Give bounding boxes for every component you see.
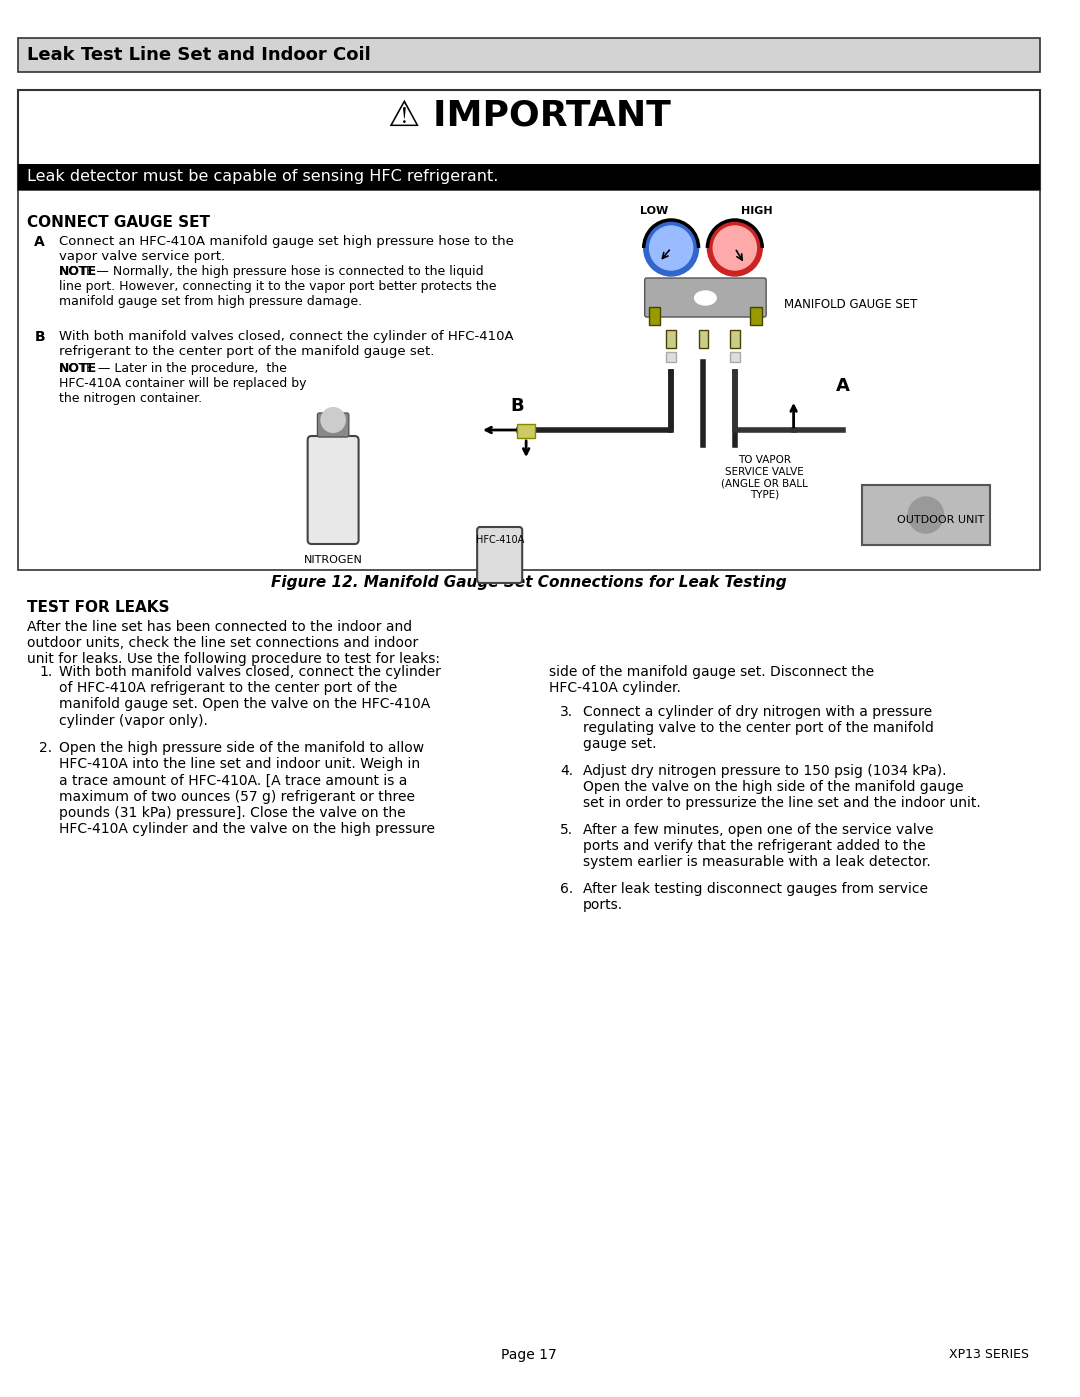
Text: ⚠ IMPORTANT: ⚠ IMPORTANT [388, 98, 671, 131]
Text: With both manifold valves closed, connect the cylinder
of HFC-410A refrigerant t: With both manifold valves closed, connec… [58, 665, 441, 728]
FancyBboxPatch shape [318, 414, 349, 437]
Text: After leak testing disconnect gauges from service
ports.: After leak testing disconnect gauges fro… [583, 882, 928, 912]
FancyBboxPatch shape [862, 485, 989, 545]
Circle shape [644, 219, 699, 277]
Text: CONNECT GAUGE SET: CONNECT GAUGE SET [27, 215, 211, 231]
Text: A: A [35, 235, 45, 249]
Text: NOTE: NOTE [58, 362, 97, 374]
Circle shape [322, 408, 345, 432]
FancyBboxPatch shape [17, 38, 1040, 73]
Text: NOTE: NOTE [58, 265, 97, 278]
Text: 6.: 6. [561, 882, 573, 895]
Text: 4.: 4. [561, 764, 573, 778]
Text: Leak Test Line Set and Indoor Coil: Leak Test Line Set and Indoor Coil [27, 46, 372, 64]
Text: 1.: 1. [39, 665, 53, 679]
FancyBboxPatch shape [666, 330, 676, 348]
Text: Connect a cylinder of dry nitrogen with a pressure
regulating valve to the cente: Connect a cylinder of dry nitrogen with … [583, 705, 934, 752]
FancyBboxPatch shape [645, 278, 766, 317]
FancyBboxPatch shape [730, 330, 740, 348]
FancyBboxPatch shape [477, 527, 523, 583]
Text: Page 17: Page 17 [501, 1348, 557, 1362]
Text: 3.: 3. [561, 705, 573, 719]
Text: XP13 SERIES: XP13 SERIES [948, 1348, 1029, 1362]
Text: TEST FOR LEAKS: TEST FOR LEAKS [27, 599, 170, 615]
Text: B: B [511, 397, 524, 415]
FancyBboxPatch shape [751, 307, 762, 326]
Text: Adjust dry nitrogen pressure to 150 psig (1034 kPa).
Open the valve on the high : Adjust dry nitrogen pressure to 150 psig… [583, 764, 981, 810]
Text: 5.: 5. [561, 823, 573, 837]
Text: Leak detector must be capable of sensing HFC refrigerant.: Leak detector must be capable of sensing… [27, 169, 499, 184]
Text: MANIFOLD GAUGE SET: MANIFOLD GAUGE SET [784, 299, 917, 312]
Text: side of the manifold gauge set. Disconnect the
HFC-410A cylinder.: side of the manifold gauge set. Disconne… [549, 665, 874, 696]
Text: A: A [836, 377, 850, 395]
Text: NITROGEN: NITROGEN [303, 555, 363, 564]
Text: After the line set has been connected to the indoor and
outdoor units, check the: After the line set has been connected to… [27, 620, 441, 666]
FancyBboxPatch shape [308, 436, 359, 543]
Text: Connect an HFC-410A manifold gauge set high pressure hose to the
vapor valve ser: Connect an HFC-410A manifold gauge set h… [58, 235, 514, 263]
Text: OUTDOOR UNIT: OUTDOOR UNIT [896, 515, 984, 525]
Text: 2.: 2. [39, 740, 52, 754]
Text: HIGH: HIGH [741, 205, 772, 217]
FancyBboxPatch shape [649, 307, 660, 326]
Text: TO VAPOR
SERVICE VALVE
(ANGLE OR BALL
TYPE): TO VAPOR SERVICE VALVE (ANGLE OR BALL TY… [720, 455, 808, 500]
Text: NOTE — Normally, the high pressure hose is connected to the liquid
line port. Ho: NOTE — Normally, the high pressure hose … [58, 265, 497, 307]
Ellipse shape [694, 291, 716, 305]
Text: B: B [35, 330, 45, 344]
Circle shape [649, 226, 692, 270]
Circle shape [713, 226, 756, 270]
FancyBboxPatch shape [666, 352, 676, 362]
FancyBboxPatch shape [730, 352, 740, 362]
Text: With both manifold valves closed, connect the cylinder of HFC-410A
refrigerant t: With both manifold valves closed, connec… [58, 330, 513, 358]
Text: After a few minutes, open one of the service valve
ports and verify that the ref: After a few minutes, open one of the ser… [583, 823, 933, 869]
Text: NOTE — Later in the procedure,  the
HFC-410A container will be replaced by
the n: NOTE — Later in the procedure, the HFC-4… [58, 362, 307, 405]
FancyBboxPatch shape [17, 163, 1040, 190]
Text: Open the high pressure side of the manifold to allow
HFC-410A into the line set : Open the high pressure side of the manif… [58, 740, 435, 835]
Circle shape [707, 219, 762, 277]
FancyBboxPatch shape [17, 89, 1040, 190]
FancyBboxPatch shape [517, 425, 535, 439]
FancyBboxPatch shape [699, 330, 708, 348]
Text: LOW: LOW [639, 205, 669, 217]
FancyBboxPatch shape [17, 190, 1040, 570]
Text: HFC-410A: HFC-410A [475, 535, 524, 545]
Text: Figure 12. Manifold Gauge Set Connections for Leak Testing: Figure 12. Manifold Gauge Set Connection… [271, 576, 787, 590]
Circle shape [908, 497, 944, 534]
